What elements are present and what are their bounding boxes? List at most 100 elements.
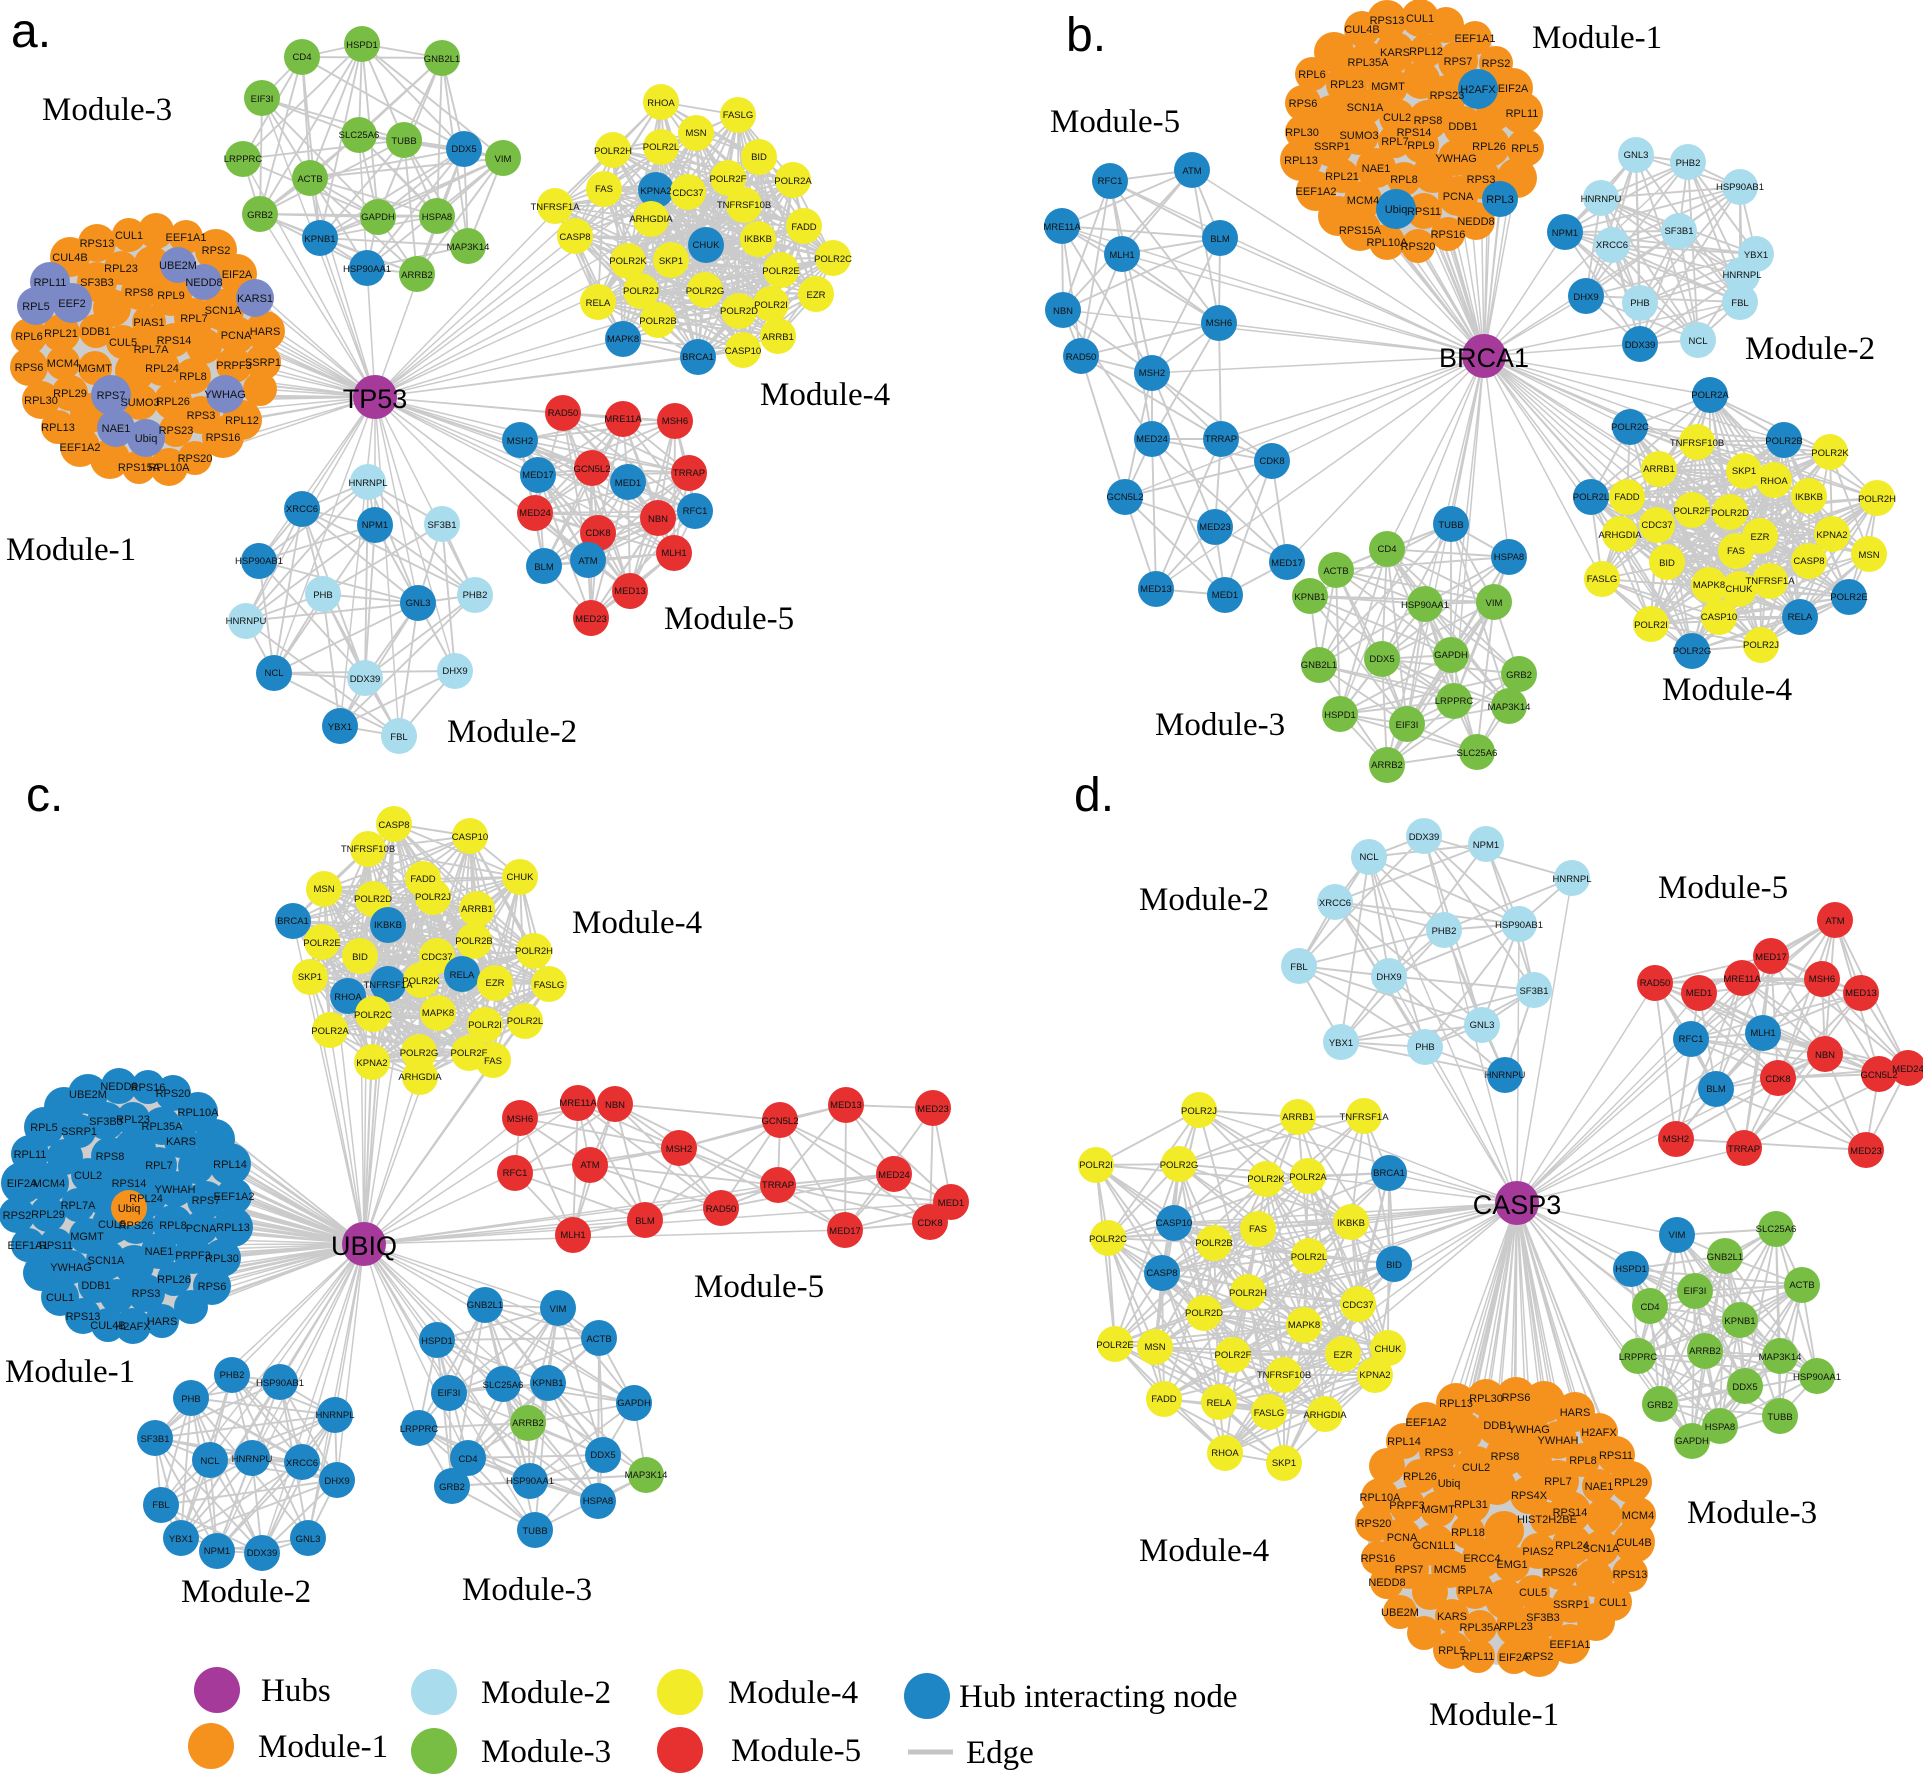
- svg-text:Module-2: Module-2: [481, 1675, 611, 1711]
- svg-text:RPL5: RPL5: [22, 301, 50, 313]
- svg-text:EIF3I: EIF3I: [1396, 720, 1419, 731]
- svg-text:ARRB1: ARRB1: [1282, 1112, 1314, 1123]
- svg-text:RPS20: RPS20: [156, 1088, 191, 1100]
- svg-text:BLM: BLM: [534, 562, 554, 573]
- svg-text:RPL10A: RPL10A: [1360, 1492, 1402, 1504]
- svg-text:SKP1: SKP1: [659, 256, 683, 267]
- svg-text:SF3B1: SF3B1: [140, 1434, 169, 1445]
- svg-text:MED13: MED13: [1140, 584, 1172, 595]
- svg-text:RPS6: RPS6: [15, 362, 44, 374]
- svg-text:CD4: CD4: [458, 1454, 477, 1465]
- svg-text:SUMO3: SUMO3: [120, 397, 159, 409]
- svg-text:CDK8: CDK8: [1765, 1074, 1790, 1085]
- svg-text:RPL7A: RPL7A: [134, 344, 170, 356]
- svg-text:SSRP1: SSRP1: [61, 1126, 97, 1138]
- svg-text:PRPF3: PRPF3: [1389, 1500, 1424, 1512]
- svg-text:ATM: ATM: [580, 1160, 599, 1171]
- svg-text:NEDD8: NEDD8: [100, 1081, 137, 1093]
- svg-text:RPS16: RPS16: [1431, 229, 1466, 241]
- svg-text:CD4: CD4: [1377, 544, 1396, 555]
- svg-text:MAPK8: MAPK8: [422, 1008, 454, 1019]
- svg-text:KPNA2: KPNA2: [356, 1058, 387, 1069]
- svg-text:RPS8: RPS8: [125, 287, 154, 299]
- svg-text:POLR2K: POLR2K: [1247, 1174, 1285, 1185]
- svg-text:NPM1: NPM1: [362, 520, 388, 531]
- svg-text:NAE1: NAE1: [145, 1246, 174, 1258]
- svg-text:GNB2L1: GNB2L1: [467, 1300, 503, 1311]
- svg-text:RAD50: RAD50: [548, 408, 579, 419]
- svg-text:SF3B3: SF3B3: [80, 277, 114, 289]
- svg-text:POLR2F: POLR2F: [710, 174, 747, 185]
- svg-text:FADD: FADD: [1151, 1394, 1176, 1405]
- svg-text:CASP8: CASP8: [378, 820, 409, 831]
- svg-text:CASP3: CASP3: [1473, 1190, 1562, 1220]
- svg-text:RPS13: RPS13: [66, 1311, 101, 1323]
- svg-text:MAP3K14: MAP3K14: [1759, 1352, 1802, 1363]
- svg-text:GNL3: GNL3: [406, 598, 431, 609]
- svg-text:MED17: MED17: [1271, 558, 1303, 569]
- svg-text:RPS15A: RPS15A: [1339, 225, 1382, 237]
- svg-text:HSP90AB1: HSP90AB1: [256, 1378, 304, 1389]
- svg-text:RPL7A: RPL7A: [1458, 1585, 1494, 1597]
- svg-text:RPS3: RPS3: [1467, 174, 1496, 186]
- svg-text:CUL4B: CUL4B: [1344, 24, 1379, 36]
- svg-text:MED13: MED13: [614, 586, 646, 597]
- svg-text:POLR2C: POLR2C: [1611, 422, 1649, 433]
- svg-text:H2AFX: H2AFX: [115, 1321, 151, 1333]
- svg-text:DHX9: DHX9: [1376, 972, 1401, 983]
- svg-text:RPL11: RPL11: [1506, 108, 1539, 120]
- svg-text:POLR2H: POLR2H: [1858, 494, 1896, 505]
- svg-text:YWHAG: YWHAG: [50, 1262, 92, 1274]
- svg-text:HSPD1: HSPD1: [421, 1336, 453, 1347]
- svg-text:GRB2: GRB2: [1506, 670, 1532, 681]
- svg-text:CASP10: CASP10: [1701, 612, 1737, 623]
- svg-text:BRCA1: BRCA1: [1373, 1168, 1405, 1179]
- svg-text:SF3B1: SF3B1: [427, 520, 456, 531]
- svg-text:NBN: NBN: [605, 1100, 625, 1111]
- svg-text:PIAS2: PIAS2: [1522, 1546, 1553, 1558]
- svg-text:ACTB: ACTB: [586, 1334, 611, 1345]
- svg-text:RPL8: RPL8: [1390, 174, 1418, 186]
- svg-text:CD4: CD4: [1640, 1302, 1659, 1313]
- svg-text:CDK8: CDK8: [1259, 456, 1284, 467]
- svg-text:MED23: MED23: [1850, 1146, 1882, 1157]
- svg-text:RAD50: RAD50: [706, 1204, 737, 1215]
- svg-text:Module-3: Module-3: [1687, 1495, 1817, 1531]
- svg-text:KARS: KARS: [1380, 47, 1410, 59]
- svg-text:RPL10A: RPL10A: [149, 462, 191, 474]
- svg-text:PCNA: PCNA: [1387, 1532, 1418, 1544]
- svg-text:SLC25A6: SLC25A6: [1756, 1224, 1797, 1235]
- svg-text:TUBB: TUBB: [391, 136, 416, 147]
- svg-text:POLR2G: POLR2G: [1673, 646, 1712, 657]
- svg-text:MRE11A: MRE11A: [1043, 222, 1081, 233]
- svg-text:ARHGDIA: ARHGDIA: [1598, 530, 1642, 541]
- svg-text:GCN5L2: GCN5L2: [574, 464, 611, 475]
- svg-text:MRE11A: MRE11A: [559, 1098, 597, 1109]
- svg-text:LRPPRC: LRPPRC: [1619, 1352, 1658, 1363]
- svg-text:DDX39: DDX39: [247, 1548, 278, 1559]
- svg-text:CDC37: CDC37: [421, 952, 452, 963]
- svg-text:POLR2I: POLR2I: [1079, 1160, 1113, 1171]
- svg-text:PIAS1: PIAS1: [133, 317, 164, 329]
- svg-text:RPL7: RPL7: [1544, 1476, 1572, 1488]
- svg-text:Module-2: Module-2: [1745, 331, 1875, 367]
- svg-text:NEDD8: NEDD8: [1368, 1577, 1405, 1589]
- svg-text:XRCC6: XRCC6: [1319, 898, 1351, 909]
- svg-text:ARRB2: ARRB2: [1371, 760, 1403, 771]
- svg-text:FAS: FAS: [484, 1056, 502, 1067]
- svg-text:MLH1: MLH1: [1109, 250, 1134, 261]
- svg-text:MCM4: MCM4: [1622, 1510, 1654, 1522]
- svg-text:IKBKB: IKBKB: [374, 920, 402, 931]
- svg-text:LRPPRC: LRPPRC: [400, 1424, 439, 1435]
- svg-text:RPL30: RPL30: [205, 1253, 239, 1265]
- svg-text:RPS8: RPS8: [96, 1151, 125, 1163]
- svg-text:GCN5L2: GCN5L2: [1107, 492, 1144, 503]
- svg-text:MSN: MSN: [313, 884, 334, 895]
- svg-text:MAP3K14: MAP3K14: [447, 242, 490, 253]
- svg-text:MAPK8: MAPK8: [607, 334, 639, 345]
- svg-text:MED24: MED24: [1136, 434, 1168, 445]
- svg-text:RPS3: RPS3: [132, 1288, 161, 1300]
- svg-text:RPS13: RPS13: [1370, 15, 1405, 27]
- svg-text:ACTB: ACTB: [1323, 566, 1348, 577]
- svg-text:CHUK: CHUK: [1375, 1344, 1403, 1355]
